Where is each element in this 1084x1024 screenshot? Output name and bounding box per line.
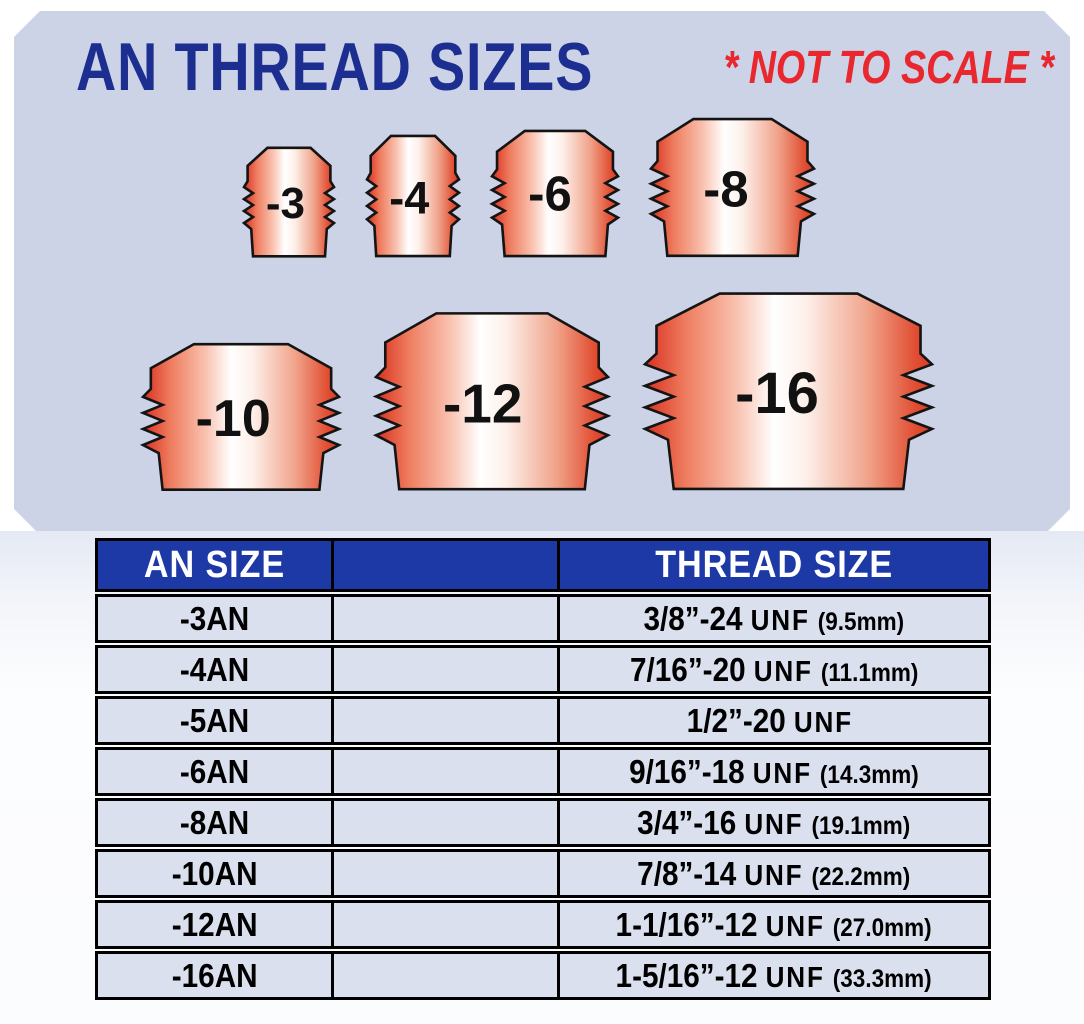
empty-cell (334, 903, 560, 946)
table-row-6an: -6AN 9/16”-18 UNF (14.3mm) (95, 747, 991, 796)
unf-label: UNF (750, 604, 810, 637)
thread-spec: 9/16”-18 (629, 752, 745, 790)
empty-cell (334, 699, 560, 742)
fitting-10an-shape (143, 343, 339, 492)
unf-label: UNF (744, 859, 804, 892)
thread-spec: 1-5/16”-12 (615, 956, 758, 994)
not-to-scale-note: * NOT TO SCALE * (723, 41, 1054, 93)
fitting-10an: -10 (143, 343, 339, 492)
an-size-cell: -10AN (98, 852, 334, 895)
fittings-row-large: -10 -12 -16 (143, 292, 932, 492)
fittings-row-small: -3 -4 -6 -8 (244, 118, 814, 258)
an-size-cell: -16AN (98, 954, 334, 997)
mm-note: (27.0mm) (833, 913, 933, 942)
table-row-16an: -16AN 1-5/16”-12 UNF (33.3mm) (95, 951, 991, 1000)
fitting-16an-label: -16 (735, 361, 819, 426)
mm-note: (33.3mm) (833, 964, 933, 993)
fitting-4an-label: -4 (389, 172, 430, 224)
fitting-6an: -6 (492, 130, 618, 258)
thread-spec: 3/4”-16 (637, 803, 737, 841)
thread-size-cell: 9/16”-18 UNF (14.3mm) (560, 750, 988, 793)
table-row-4an: -4AN 7/16”-20 UNF (11.1mm) (95, 645, 991, 694)
empty-cell (334, 801, 560, 844)
mm-note: (22.2mm) (811, 862, 911, 891)
thread-spec: 3/8”-24 (643, 599, 743, 637)
an-size-cell: -6AN (98, 750, 334, 793)
fitting-12an-shape (376, 312, 608, 492)
page-title: AN THREAD SIZES (76, 29, 594, 105)
table-row-12an: -12AN 1-1/16”-12 UNF (27.0mm) (95, 900, 991, 949)
an-size-cell: -8AN (98, 801, 334, 844)
diagram-panel: AN THREAD SIZES * NOT TO SCALE * -3 -4 (14, 11, 1070, 531)
unf-label: UNF (766, 910, 826, 943)
fitting-4an: -4 (367, 135, 459, 258)
fitting-12an: -12 (376, 312, 608, 492)
thread-spec: 7/16”-20 (629, 650, 746, 688)
fitting-8an-shape (651, 118, 814, 258)
unf-label: UNF (752, 757, 812, 790)
col-header-an-size: AN SIZE (98, 541, 334, 589)
an-size-cell: -4AN (98, 648, 334, 691)
thread-size-table: AN SIZE THREAD SIZE -3AN 3/8”-24 UNF (9.5m… (95, 538, 991, 1000)
mm-note: (14.3mm) (820, 760, 919, 789)
thread-spec: 1-1/16”-12 (615, 905, 758, 943)
thread-size-cell: 3/8”-24 UNF (9.5mm) (560, 597, 988, 640)
col-header-thread-size: THREAD SIZE (655, 543, 893, 586)
unf-label: UNF (794, 706, 854, 739)
mm-note: (19.1mm) (811, 811, 911, 840)
table-header-row: AN SIZE THREAD SIZE (95, 538, 991, 592)
col-header-middle (334, 541, 560, 589)
table-row-3an: -3AN 3/8”-24 UNF (9.5mm) (95, 594, 991, 643)
fitting-3an-shape (244, 147, 334, 258)
thread-size-cell: 3/4”-16 UNF (19.1mm) (560, 801, 988, 844)
empty-cell (334, 597, 560, 640)
fitting-6an-shape (492, 130, 618, 258)
thread-spec: 1/2”-20 (686, 701, 786, 739)
unf-label: UNF (744, 808, 804, 841)
empty-cell (334, 648, 560, 691)
table-row-8an: -8AN 3/4”-16 UNF (19.1mm) (95, 798, 991, 847)
an-size-cell: -5AN (98, 699, 334, 742)
empty-cell (334, 954, 560, 997)
thread-size-cell: 7/16”-20 UNF (11.1mm) (560, 648, 988, 691)
thread-size-cell: 7/8”-14 UNF (22.2mm) (560, 852, 988, 895)
thread-size-cell: 1-5/16”-12 UNF (33.3mm) (560, 954, 988, 997)
fitting-16an: -16 (645, 292, 932, 492)
unf-label: UNF (753, 655, 813, 688)
fitting-4an-shape (367, 135, 459, 258)
thread-spec: 7/8”-14 (637, 854, 737, 892)
fitting-8an-label: -8 (703, 160, 749, 218)
fitting-6an-label: -6 (528, 167, 572, 222)
fitting-16an-shape (645, 292, 932, 492)
fitting-3an: -3 (244, 147, 334, 258)
table-row-5an: -5AN 1/2”-20 UNF (95, 696, 991, 745)
fitting-3an-label: -3 (265, 178, 305, 228)
fitting-8an: -8 (651, 118, 814, 258)
fitting-12an-label: -12 (442, 372, 523, 435)
mm-note: (11.1mm) (820, 658, 919, 687)
table-row-10an: -10AN 7/8”-14 UNF (22.2mm) (95, 849, 991, 898)
empty-cell (334, 852, 560, 895)
thread-size-cell: 1/2”-20 UNF (560, 699, 988, 742)
mm-note: (9.5mm) (818, 607, 905, 636)
unf-label: UNF (766, 961, 826, 994)
thread-size-cell: 1-1/16”-12 UNF (27.0mm) (560, 903, 988, 946)
an-size-cell: -12AN (98, 903, 334, 946)
empty-cell (334, 750, 560, 793)
an-size-cell: -3AN (98, 597, 334, 640)
fitting-10an-label: -10 (195, 389, 271, 448)
